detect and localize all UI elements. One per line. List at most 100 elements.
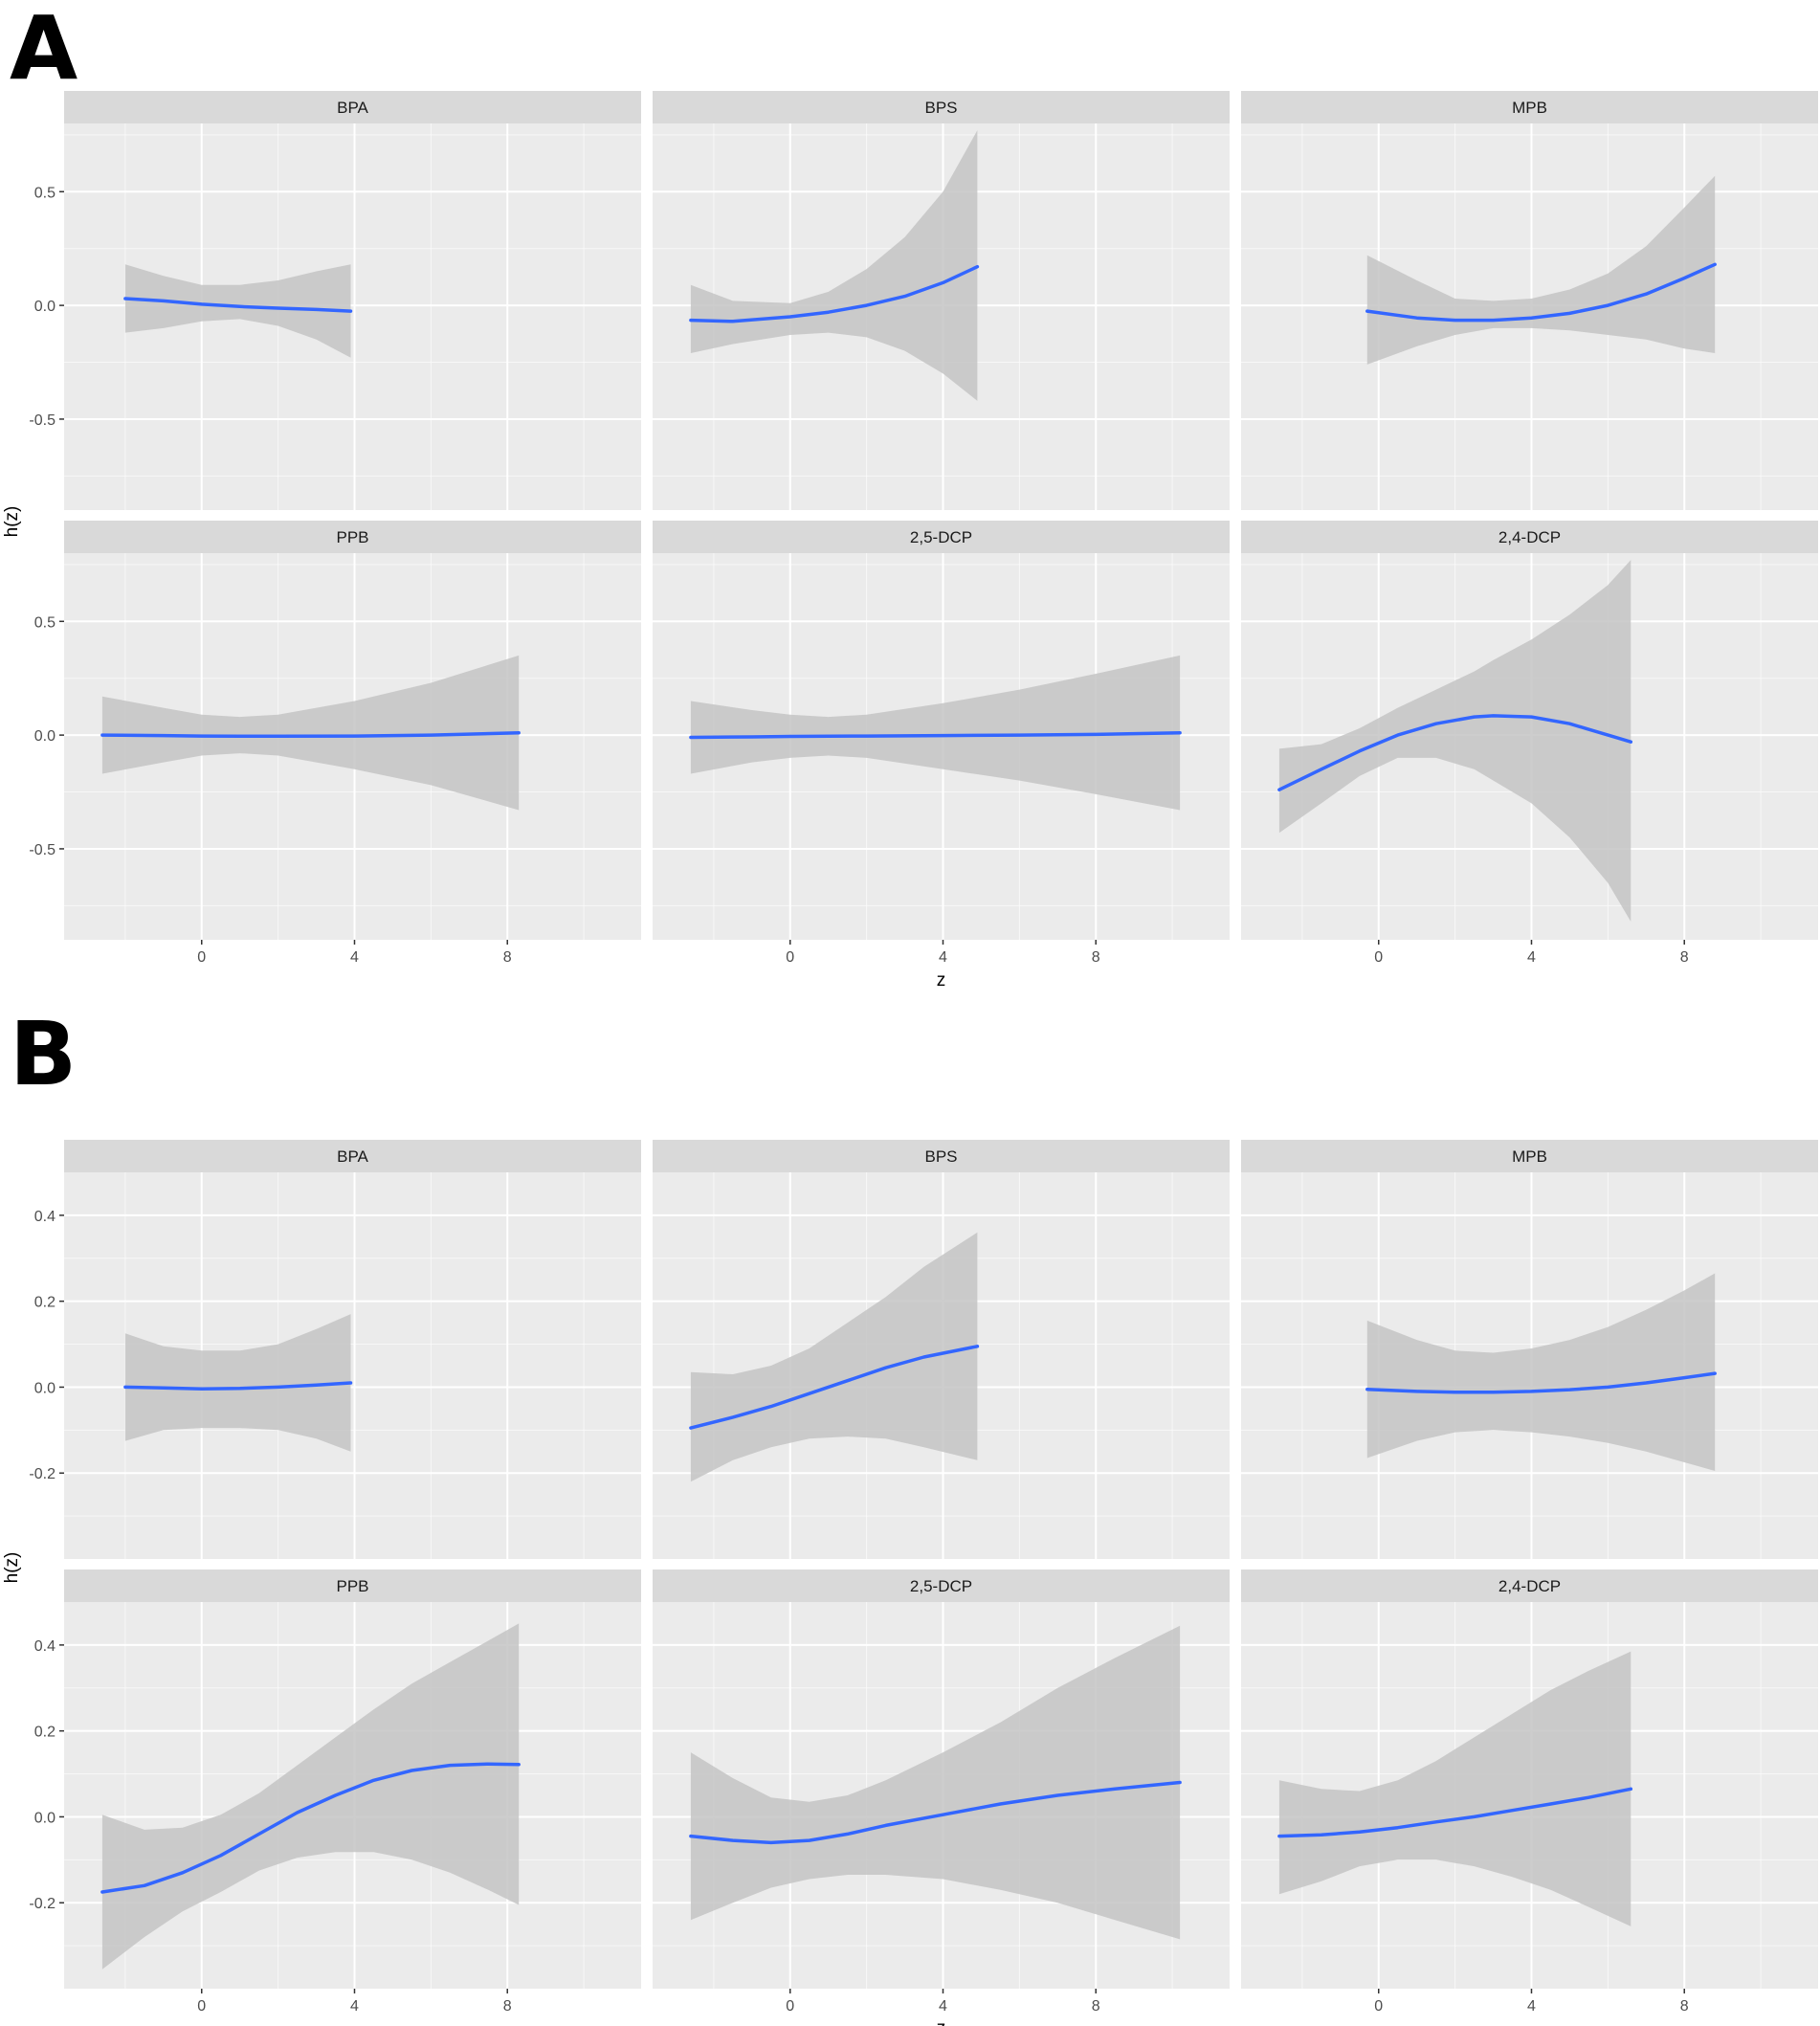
y-tick-label: 0.0 xyxy=(34,728,55,745)
x-tick-label: 8 xyxy=(1680,1998,1689,2015)
facet-strip-label: BPA xyxy=(337,99,368,117)
facet-strip-label: BPA xyxy=(337,1147,368,1166)
y-tick-label: 0.2 xyxy=(34,1295,55,1311)
facet-strip xyxy=(653,521,1230,553)
confidence-band xyxy=(101,1623,520,1970)
y-tick-label: -0.2 xyxy=(29,1896,55,1912)
confidence-band xyxy=(690,655,1181,811)
confidence-band xyxy=(124,1314,351,1452)
x-tick-label: 0 xyxy=(197,1998,206,2015)
facet-strip-label: 2,5-DCP xyxy=(910,1577,972,1595)
panel-letter: A xyxy=(10,0,78,100)
x-axis-title: z xyxy=(937,2018,946,2026)
x-tick-label: 8 xyxy=(503,949,512,966)
facet-strip-label: MPB xyxy=(1512,99,1547,117)
facet-strip-label: BPS xyxy=(924,99,957,117)
x-axis-title: z xyxy=(937,970,946,991)
facet-strip-label: PPB xyxy=(336,528,368,546)
x-tick-label: 0 xyxy=(786,1998,794,2015)
facet-2-5-dcp: 2,5-DCP 0 4 8 xyxy=(653,1570,1230,2015)
estimate-line xyxy=(1365,1371,1717,1394)
estimate-line xyxy=(123,1381,353,1391)
y-tick-label: 0.0 xyxy=(34,1810,55,1826)
facet-strip xyxy=(653,1140,1230,1172)
confidence-band xyxy=(690,1232,978,1482)
x-tick-label: 8 xyxy=(1680,949,1689,966)
x-tick-label: 4 xyxy=(1527,1998,1536,2015)
facet-2-4-dcp: 2,4-DCP 0 4 8 xyxy=(1241,1570,1818,2015)
estimate-line xyxy=(689,1780,1182,1845)
estimate-line xyxy=(1277,1787,1633,1838)
y-tick-label: 0.4 xyxy=(34,1209,55,1225)
facet-strip xyxy=(653,1570,1230,1602)
x-tick-label: 4 xyxy=(939,1998,947,2015)
x-tick-label: 0 xyxy=(786,949,794,966)
facet-mpb: MPB xyxy=(1241,1140,1818,1559)
confidence-band xyxy=(101,655,520,811)
estimate-line xyxy=(689,1345,980,1430)
figure-B: B BPA -0.2 0.0 0.2 0.4 BPS MPB PPB -0.2 0.0 0.2 0.4 0… xyxy=(2,1003,1818,2026)
facet-bps: BPS xyxy=(653,91,1230,510)
x-tick-label: 8 xyxy=(1092,1998,1100,2015)
estimate-line xyxy=(689,730,1182,740)
facet-strip-label: MPB xyxy=(1512,1147,1547,1166)
y-tick-label: 0.4 xyxy=(34,1638,55,1655)
estimate-line xyxy=(100,730,521,739)
x-tick-label: 8 xyxy=(1092,949,1100,966)
confidence-band xyxy=(1278,560,1631,922)
facet-strip-label: BPS xyxy=(924,1147,957,1166)
facet-ppb: PPB -0.2 0.0 0.2 0.4 0 4 8 xyxy=(29,1570,641,2015)
panel-letter: B xyxy=(10,1003,77,1105)
estimate-line xyxy=(123,297,353,313)
facet-2-4-dcp: 2,4-DCP 0 4 8 xyxy=(1241,521,1818,966)
facet-strip xyxy=(1241,1570,1818,1602)
x-tick-label: 8 xyxy=(503,1998,512,2015)
facet-bpa: BPA -0.5 0.0 0.5 xyxy=(29,91,641,510)
facet-strip-label: 2,4-DCP xyxy=(1498,1577,1561,1595)
y-tick-label: -0.2 xyxy=(29,1466,55,1482)
y-tick-label: -0.5 xyxy=(29,412,55,429)
facet-ppb: PPB -0.5 0.0 0.5 0 4 8 xyxy=(29,521,641,966)
facet-strip xyxy=(64,91,641,123)
y-tick-label: 0.5 xyxy=(34,614,55,631)
estimate-line xyxy=(1277,714,1633,791)
y-tick-label: 0.5 xyxy=(34,185,55,201)
facet-strip-label: PPB xyxy=(336,1577,368,1595)
facet-strip xyxy=(64,1140,641,1172)
confidence-band xyxy=(1366,1273,1716,1471)
confidence-band xyxy=(690,1625,1181,1940)
y-tick-label: 0.0 xyxy=(34,1380,55,1396)
facet-strip xyxy=(64,1570,641,1602)
estimate-line xyxy=(1365,262,1717,323)
facet-2-5-dcp: 2,5-DCP 0 4 8 xyxy=(653,521,1230,966)
y-axis-title: h(z) xyxy=(2,506,22,538)
confidence-band xyxy=(124,264,351,358)
x-tick-label: 4 xyxy=(350,949,359,966)
facet-strip xyxy=(1241,521,1818,553)
facet-bps: BPS xyxy=(653,1140,1230,1559)
facet-bpa: BPA -0.2 0.0 0.2 0.4 xyxy=(29,1140,641,1559)
x-tick-label: 4 xyxy=(1527,949,1536,966)
facet-strip xyxy=(1241,1140,1818,1172)
facet-strip xyxy=(1241,91,1818,123)
x-tick-label: 4 xyxy=(939,949,947,966)
estimate-line xyxy=(100,1762,521,1894)
y-axis-title: h(z) xyxy=(2,1552,22,1584)
estimate-line xyxy=(689,264,980,323)
y-tick-label: -0.5 xyxy=(29,842,55,858)
facet-mpb: MPB xyxy=(1241,91,1818,510)
x-tick-label: 0 xyxy=(1374,949,1383,966)
confidence-band xyxy=(1278,1651,1631,1926)
x-tick-label: 0 xyxy=(1374,1998,1383,2015)
y-tick-label: 0.0 xyxy=(34,299,55,315)
facet-strip-label: 2,5-DCP xyxy=(910,528,972,546)
x-tick-label: 4 xyxy=(350,1998,359,2015)
x-tick-label: 0 xyxy=(197,949,206,966)
confidence-band xyxy=(1366,175,1716,365)
facet-strip xyxy=(64,521,641,553)
facet-strip xyxy=(653,91,1230,123)
facet-strip-label: 2,4-DCP xyxy=(1498,528,1561,546)
y-tick-label: 0.2 xyxy=(34,1725,55,1741)
